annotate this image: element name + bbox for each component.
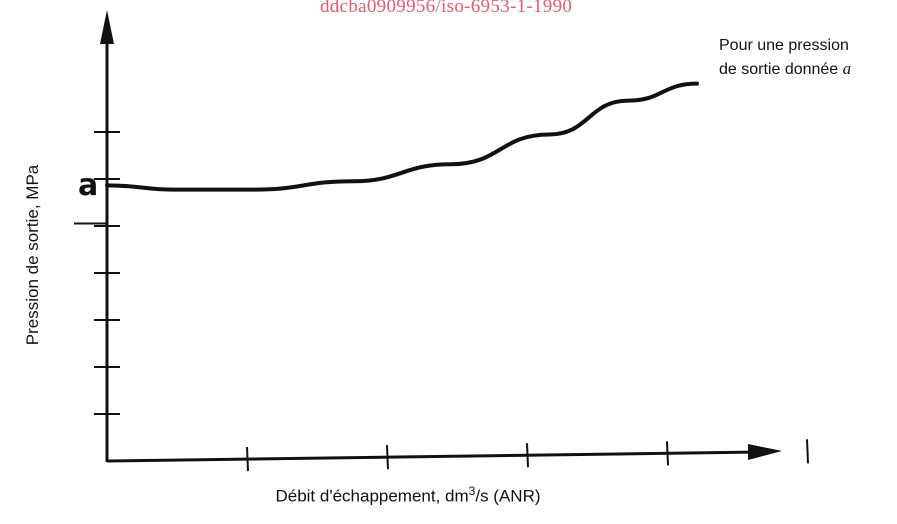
x-tick: [526, 443, 529, 468]
annotation-line-2: de sortie donnée a: [719, 59, 852, 78]
x-axis-label: Débit d'échappement, dm3/s (ANR): [275, 484, 541, 506]
y-axis-label: Pression de sortie, MPa: [23, 164, 42, 346]
curve-annotation: Pour une pression de sortie donnée a: [719, 34, 851, 81]
x-tick: [806, 439, 809, 464]
reference-level-label: a: [78, 168, 99, 203]
series-line: [105, 81, 699, 192]
x-tick: [246, 447, 249, 472]
x-tick: [386, 445, 389, 470]
x-axis: [106, 450, 761, 463]
x-axis-arrow: [748, 444, 782, 460]
annotation-line-1: Pour une pression: [719, 37, 849, 54]
x-tick: [666, 441, 669, 466]
watermark: ddcba0909956/iso-6953-1-1990: [320, 0, 573, 17]
y-axis-arrow: [100, 10, 114, 44]
